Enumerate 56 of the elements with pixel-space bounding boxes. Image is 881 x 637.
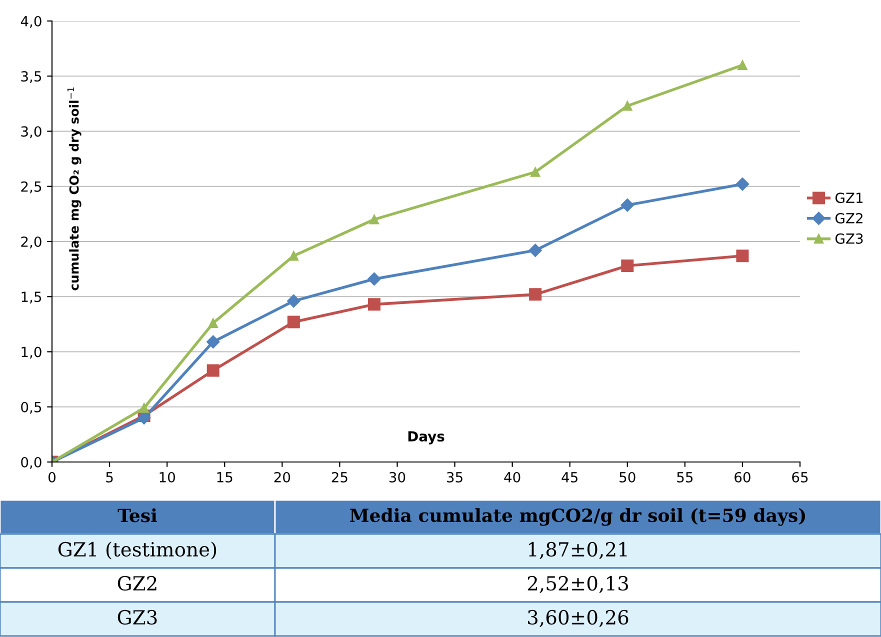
point	[287, 316, 300, 328]
point	[622, 101, 632, 111]
text: 2,52±0,13	[528, 576, 628, 594]
x-tick-label: 50	[620, 472, 636, 482]
y-tick-label: 3,5	[21, 71, 42, 84]
x-tick-label: 15	[217, 472, 232, 482]
point	[206, 335, 220, 348]
point	[529, 288, 542, 301]
text: GZ1 (testimone)	[58, 542, 216, 560]
point	[736, 178, 750, 191]
legend-label: GZ3	[836, 233, 863, 244]
x-tick-label: 60	[734, 472, 750, 482]
text: GZ2	[118, 576, 156, 591]
y-tick-label: 1,0	[22, 346, 42, 359]
y-tick-label: 4,0	[20, 16, 42, 28]
y-axis-title: cumulate mg CO₂ g dry soil$^{−1}$	[67, 87, 82, 290]
x-tick-label: 65	[792, 472, 808, 482]
point	[137, 411, 151, 424]
x-tick-label: 10	[160, 472, 175, 482]
y-tick-label: 0,5	[21, 402, 42, 414]
text: 1,87±0,21	[528, 542, 627, 560]
x-tick-label: 30	[389, 472, 406, 482]
point	[208, 318, 218, 328]
text: GZ3	[118, 610, 157, 625]
point	[528, 244, 542, 257]
point	[738, 60, 748, 70]
point	[530, 167, 540, 177]
x-tick-label: 25	[332, 472, 348, 482]
x-tick-label: 45	[562, 472, 578, 482]
x-tick-label: 20	[274, 472, 290, 482]
point	[287, 294, 300, 308]
x-tick-label: 5	[106, 472, 113, 482]
point	[139, 403, 149, 413]
x-tick-label: 55	[677, 472, 693, 482]
y-tick-label: 3,0	[21, 126, 42, 138]
y-tick-label: 1,5	[22, 292, 42, 304]
point	[621, 260, 634, 272]
point	[368, 272, 381, 286]
x-axis-title: Days	[408, 431, 444, 444]
text: Media cumulate mgCO2/g dr soil (t=59 days)	[350, 508, 806, 526]
point	[206, 364, 220, 377]
x-tick-label: 35	[446, 472, 462, 482]
x-tick-label: 0	[48, 472, 56, 482]
x-tick-label: 40	[504, 472, 520, 482]
text: Tesi	[118, 508, 157, 522]
text: 3,60±0,26	[528, 610, 628, 628]
point	[736, 250, 749, 262]
y-tick-label: 2,0	[21, 236, 42, 248]
y-tick-label: 2,5	[21, 181, 42, 194]
point	[288, 250, 299, 261]
y-tick-label: 0,0	[21, 456, 42, 469]
legend-label: GZ1	[836, 192, 863, 204]
legend-label: GZ2	[836, 212, 862, 224]
point	[620, 198, 634, 212]
point	[368, 298, 380, 311]
point	[369, 214, 380, 224]
